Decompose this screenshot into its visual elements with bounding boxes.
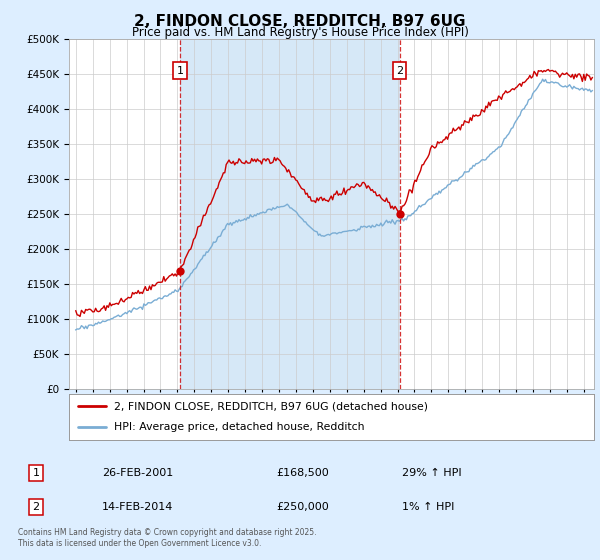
Text: 2, FINDON CLOSE, REDDITCH, B97 6UG: 2, FINDON CLOSE, REDDITCH, B97 6UG <box>134 14 466 29</box>
Text: HPI: Average price, detached house, Redditch: HPI: Average price, detached house, Redd… <box>113 422 364 432</box>
Text: £168,500: £168,500 <box>276 468 329 478</box>
Text: 1% ↑ HPI: 1% ↑ HPI <box>402 502 454 512</box>
Text: 29% ↑ HPI: 29% ↑ HPI <box>402 468 461 478</box>
Text: 2, FINDON CLOSE, REDDITCH, B97 6UG (detached house): 2, FINDON CLOSE, REDDITCH, B97 6UG (deta… <box>113 401 428 411</box>
Text: 1: 1 <box>176 66 184 76</box>
Bar <box>180 39 400 389</box>
Text: Price paid vs. HM Land Registry's House Price Index (HPI): Price paid vs. HM Land Registry's House … <box>131 26 469 39</box>
Text: £250,000: £250,000 <box>276 502 329 512</box>
Text: 2: 2 <box>32 502 40 512</box>
Text: 2: 2 <box>396 66 403 76</box>
Text: 14-FEB-2014: 14-FEB-2014 <box>102 502 173 512</box>
Text: 1: 1 <box>32 468 40 478</box>
Text: 26-FEB-2001: 26-FEB-2001 <box>102 468 173 478</box>
Text: Contains HM Land Registry data © Crown copyright and database right 2025.
This d: Contains HM Land Registry data © Crown c… <box>18 528 317 548</box>
